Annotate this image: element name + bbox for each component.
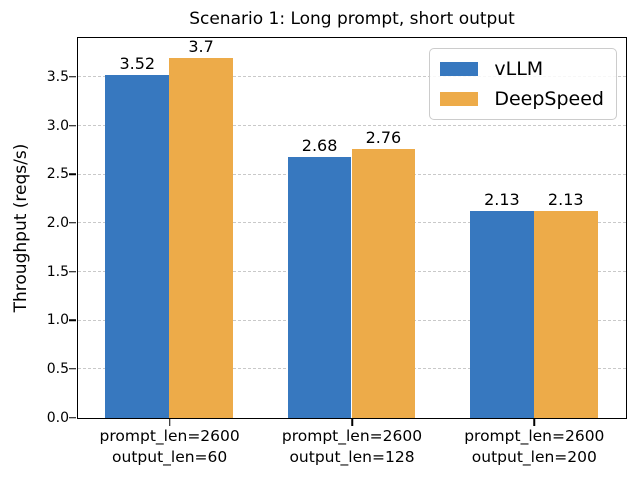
legend-row-vLLM: vLLM xyxy=(440,58,604,80)
y-tick-label: 2.0 xyxy=(46,214,69,231)
x-tick-mark xyxy=(168,419,171,426)
x-tick-mark xyxy=(351,419,353,426)
x-tick-label-group1: prompt_len=2600 output_len=60 xyxy=(99,427,240,466)
y-tick-mark xyxy=(69,368,76,370)
legend-label: vLLM xyxy=(494,58,544,80)
bar-vLLM-group3 xyxy=(470,210,534,418)
y-tick-mark xyxy=(69,319,76,321)
y-tick-mark xyxy=(69,124,76,127)
y-tick-label: 0.5 xyxy=(46,360,69,377)
legend-swatch-DeepSpeed xyxy=(440,92,479,106)
bar-value-label: 2.13 xyxy=(484,189,520,209)
y-tick-mark xyxy=(69,416,76,419)
bar-value-label: 3.7 xyxy=(188,36,214,56)
gridline-3.5 xyxy=(78,76,626,78)
chart-title: Scenario 1: Long prompt, short output xyxy=(189,9,515,29)
bar-value-label: 2.68 xyxy=(301,136,338,156)
bar-DeepSpeed-group1 xyxy=(169,57,233,418)
legend: vLLM DeepSpeed xyxy=(429,48,617,120)
x-tick-mark xyxy=(533,419,536,426)
bar-DeepSpeed-group2 xyxy=(351,149,416,418)
y-tick-mark xyxy=(69,76,76,78)
y-tick-label: 3.5 xyxy=(46,68,69,85)
y-tick-label: 0.0 xyxy=(46,409,69,426)
y-tick-mark xyxy=(69,270,76,273)
y-tick-label: 2.5 xyxy=(46,166,69,183)
bar-value-label: 3.52 xyxy=(119,54,156,74)
gridline-3 xyxy=(78,125,626,127)
legend-label: DeepSpeed xyxy=(494,88,604,110)
bar-vLLM-group2 xyxy=(287,157,352,418)
y-tick-label: 1.5 xyxy=(46,263,69,280)
y-tick-mark xyxy=(69,173,76,175)
legend-row-DeepSpeed: DeepSpeed xyxy=(440,88,604,110)
bar-value-label: 2.13 xyxy=(547,189,584,209)
y-tick-label: 1.0 xyxy=(46,312,69,329)
bar-vLLM-group1 xyxy=(105,75,170,418)
x-tick-label-group3: prompt_len=2600 output_len=200 xyxy=(464,427,605,466)
y-tick-label: 3.0 xyxy=(46,117,69,134)
y-tick-mark xyxy=(69,222,76,224)
bar-DeepSpeed-group3 xyxy=(533,210,598,418)
bar-value-label: 2.76 xyxy=(365,128,402,148)
plot-area: 3.52 3.7 2.68 2.76 2.13 2.13 vLLM DeepSpeed xyxy=(77,37,627,419)
x-tick-label-group2: prompt_len=2600 output_len=128 xyxy=(281,427,423,466)
legend-swatch-vLLM xyxy=(440,62,479,76)
